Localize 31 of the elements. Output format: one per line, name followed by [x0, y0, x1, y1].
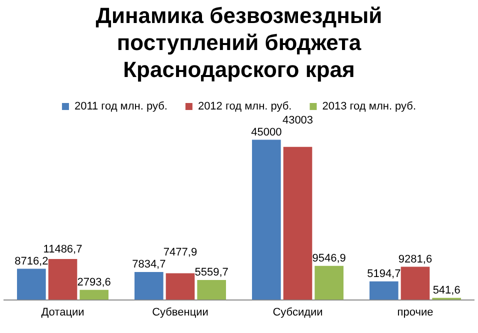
x-tick-label: прочие [397, 306, 434, 318]
data-label: 43003 [282, 114, 314, 126]
bar [283, 146, 312, 300]
bar [314, 266, 344, 300]
data-label: 45000 [251, 126, 282, 138]
data-label: 7477,9 [163, 246, 198, 258]
data-label: 9546,9 [312, 252, 346, 264]
data-label: 8716,2 [14, 255, 48, 268]
x-tick-label: Субсидии [272, 306, 323, 318]
data-label: 7834,7 [132, 258, 166, 270]
chart-title: Динамика безвозмездный поступлений бюджета Краснодарского края [94, 2, 384, 83]
data-label: 5559,7 [194, 266, 228, 279]
data-label: 5194,7 [367, 268, 401, 280]
data-label: 11486,7 [43, 243, 82, 256]
bar [80, 290, 108, 300]
legend-label: 2012 год млн. руб. [198, 100, 292, 113]
data-label: 2793,6 [77, 276, 111, 288]
bar [400, 266, 430, 300]
legend-label: 2013 год млн. руб. [322, 100, 416, 113]
x-tick-label: Субвенции [152, 306, 208, 318]
bar [48, 258, 78, 300]
bar [134, 272, 164, 300]
bar [166, 273, 195, 300]
bar [17, 268, 46, 300]
legend-label: 2011 год млн. руб. [74, 100, 168, 113]
data-label: 541,6 [432, 284, 460, 296]
bar [252, 140, 281, 300]
x-tick-label: Дотации [41, 306, 84, 318]
bar [370, 281, 398, 300]
data-label: 9281,6 [398, 253, 432, 266]
bar [197, 280, 226, 300]
